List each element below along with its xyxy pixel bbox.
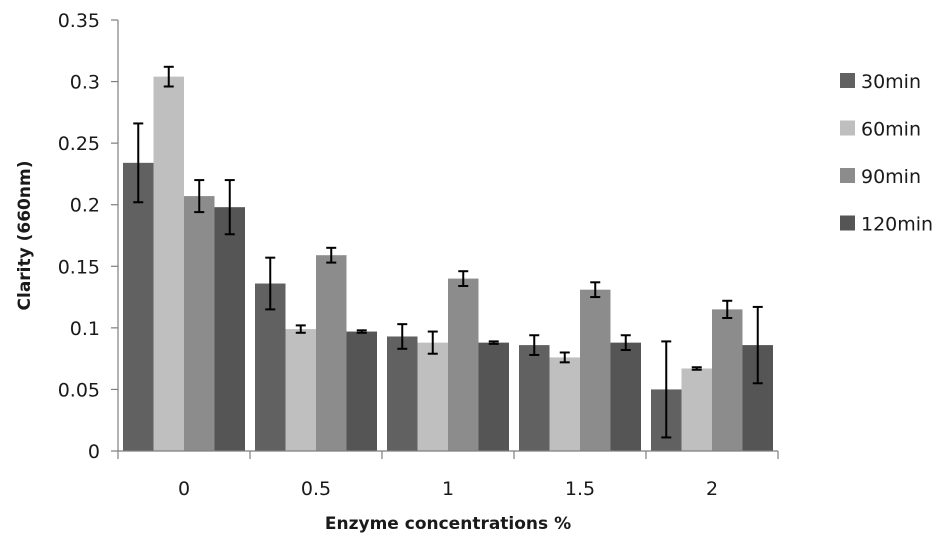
legend: 30min 60min 90min 120min xyxy=(840,71,933,236)
y-tick-label: 0.3 xyxy=(70,72,100,94)
axes xyxy=(117,20,778,452)
y-tick-label: 0 xyxy=(88,441,100,463)
legend-swatch-30min xyxy=(840,73,855,88)
legend-label-30min: 30min xyxy=(861,71,921,93)
y-tick-label: 0.15 xyxy=(58,256,100,278)
x-tick-label: 1 xyxy=(442,478,454,500)
x-tick-label: 2 xyxy=(706,478,718,500)
x-tick-label: 0 xyxy=(178,478,190,500)
y-axis-ticks: 0 0.05 0.1 0.15 0.2 0.25 0.3 0.35 xyxy=(58,10,118,463)
bar-60min-1 xyxy=(417,342,448,451)
x-tick-label: 1.5 xyxy=(565,478,595,500)
x-axis-ticks: 0 0.5 1 1.5 2 xyxy=(117,451,779,500)
x-axis-title: Enzyme concentrations % xyxy=(325,514,571,534)
legend-swatch-90min xyxy=(840,168,855,183)
legend-label-60min: 60min xyxy=(861,119,921,141)
y-tick-label: 0.1 xyxy=(70,318,100,340)
legend-swatch-60min xyxy=(840,120,855,136)
bar-120min-1 xyxy=(478,342,509,451)
bar-120min-0 xyxy=(214,207,245,451)
x-tick-label: 0.5 xyxy=(301,478,331,500)
bar-120min-1.5 xyxy=(610,342,641,451)
bar-90min-0.5 xyxy=(316,255,347,451)
legend-label-120min: 120min xyxy=(861,214,933,236)
legend-label-90min: 90min xyxy=(861,166,921,188)
bar-120min-0.5 xyxy=(346,331,377,451)
bar-90min-1 xyxy=(448,278,479,451)
bar-90min-0 xyxy=(184,196,215,451)
bar-90min-2 xyxy=(712,309,743,451)
legend-swatch-120min xyxy=(840,215,855,231)
bar-30min-0 xyxy=(123,162,154,452)
bar-60min-2 xyxy=(681,368,712,451)
bar-60min-0.5 xyxy=(285,329,316,451)
y-tick-label: 0.35 xyxy=(58,10,100,32)
bar-30min-1 xyxy=(387,336,418,451)
bar-90min-1.5 xyxy=(580,289,611,451)
error-bars xyxy=(133,65,763,439)
bars xyxy=(123,76,773,452)
bar-30min-1.5 xyxy=(519,345,550,451)
bar-60min-1.5 xyxy=(549,357,580,451)
bar-30min-0.5 xyxy=(255,283,286,451)
y-tick-label: 0.2 xyxy=(70,195,100,217)
y-axis-title: Clarity (660nm) xyxy=(15,161,35,311)
bar-60min-0 xyxy=(153,76,184,451)
y-tick-label: 0.05 xyxy=(58,379,100,401)
y-tick-label: 0.25 xyxy=(58,133,100,155)
